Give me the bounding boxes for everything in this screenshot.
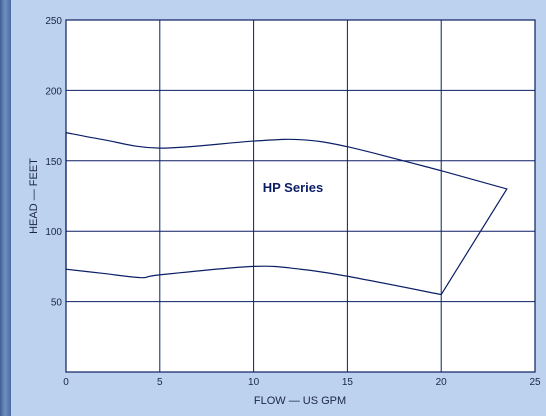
x-tick-label: 25 bbox=[529, 377, 541, 388]
hp-series-envelope bbox=[65, 132, 508, 296]
y-axis-title: HEAD — FEET bbox=[28, 158, 40, 234]
x-tick-label: 0 bbox=[63, 377, 69, 388]
x-tick-labels: 0 5 10 15 20 25 bbox=[63, 377, 541, 388]
plot-area bbox=[65, 19, 536, 373]
y-tick-labels: 50 100 150 200 250 bbox=[45, 16, 62, 309]
x-axis-title: FLOW — US GPM bbox=[254, 395, 346, 407]
grid bbox=[66, 20, 535, 372]
region-label-hp-series: HP Series bbox=[263, 180, 323, 195]
y-tick-label: 50 bbox=[51, 298, 63, 309]
x-tick-label: 10 bbox=[248, 377, 260, 388]
x-tick-label: 20 bbox=[436, 377, 448, 388]
decorative-side-strip bbox=[0, 0, 11, 416]
y-tick-label: 200 bbox=[45, 86, 62, 97]
x-tick-label: 15 bbox=[342, 377, 354, 388]
y-tick-label: 250 bbox=[45, 16, 62, 27]
y-tick-label: 150 bbox=[45, 157, 62, 168]
x-tick-label: 5 bbox=[157, 377, 163, 388]
y-tick-label: 100 bbox=[45, 227, 62, 238]
